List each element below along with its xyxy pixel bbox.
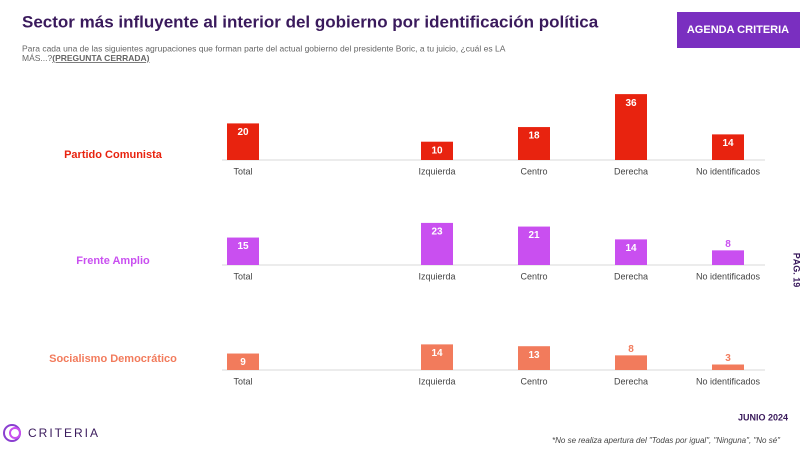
bar xyxy=(615,355,647,370)
bar xyxy=(227,353,259,370)
category-label: Izquierda xyxy=(418,166,455,176)
footnote: *No se realiza apertura del "Todas por i… xyxy=(552,436,781,445)
bar xyxy=(712,134,744,160)
value-label: 21 xyxy=(528,230,540,241)
value-label: 9 xyxy=(240,357,246,368)
logo-text: CRITERIA xyxy=(28,426,100,440)
category-label: Total xyxy=(233,166,252,176)
category-label: Total xyxy=(233,376,252,386)
value-label: 23 xyxy=(431,227,443,238)
date: JUNIO 2024 xyxy=(738,412,788,422)
bar xyxy=(421,141,453,160)
value-label: 18 xyxy=(528,131,540,142)
category-label: Izquierda xyxy=(418,271,455,281)
group-label: Partido Comunista xyxy=(64,149,163,161)
subtitle-line: MÁS...?(PREGUNTA CERRADA) xyxy=(22,53,150,63)
category-label: Derecha xyxy=(614,271,648,281)
value-label: 15 xyxy=(237,241,249,252)
value-label: 14 xyxy=(431,348,443,359)
category-label: Izquierda xyxy=(418,376,455,386)
logo-icon xyxy=(9,427,21,439)
group-label: Frente Amplio xyxy=(76,255,150,267)
value-label: 13 xyxy=(528,350,540,361)
value-label: 14 xyxy=(722,138,734,149)
bar xyxy=(615,239,647,265)
logo-icon xyxy=(3,424,21,442)
category-label: No identificados xyxy=(696,166,761,176)
value-label: 8 xyxy=(628,344,634,355)
value-label: 3 xyxy=(725,353,731,364)
bar xyxy=(712,364,744,370)
bar xyxy=(518,127,550,160)
group-label: Socialismo Democrático xyxy=(49,353,177,365)
category-label: Total xyxy=(233,271,252,281)
bar xyxy=(518,226,550,265)
category-label: Centro xyxy=(520,376,547,386)
page-title: Sector más influyente al interior del go… xyxy=(22,12,599,31)
badge: AGENDA CRITERIA xyxy=(687,24,789,36)
value-label: 36 xyxy=(625,98,637,109)
bar xyxy=(615,94,647,160)
category-label: Derecha xyxy=(614,376,648,386)
subtitle-line: MÁS...? xyxy=(22,53,53,63)
badge-box xyxy=(677,12,800,48)
bar xyxy=(227,237,259,265)
subtitle-line: Para cada una de las siguientes agrupaci… xyxy=(22,43,506,53)
value-label: 14 xyxy=(625,243,637,254)
value-label: 20 xyxy=(237,127,249,138)
bar xyxy=(421,222,453,265)
value-label: 8 xyxy=(725,239,731,250)
bar xyxy=(421,344,453,370)
category-label: No identificados xyxy=(696,376,761,386)
page-number: PÁG. 19 xyxy=(792,253,800,288)
value-label: 10 xyxy=(431,145,443,156)
category-label: Centro xyxy=(520,166,547,176)
bar xyxy=(712,250,744,265)
category-label: Centro xyxy=(520,271,547,281)
category-label: Derecha xyxy=(614,166,648,176)
bar xyxy=(227,123,259,160)
bar xyxy=(518,346,550,370)
category-label: No identificados xyxy=(696,271,761,281)
question-type: (PREGUNTA CERRADA) xyxy=(52,53,149,63)
logo: CRITERIA xyxy=(3,424,100,442)
